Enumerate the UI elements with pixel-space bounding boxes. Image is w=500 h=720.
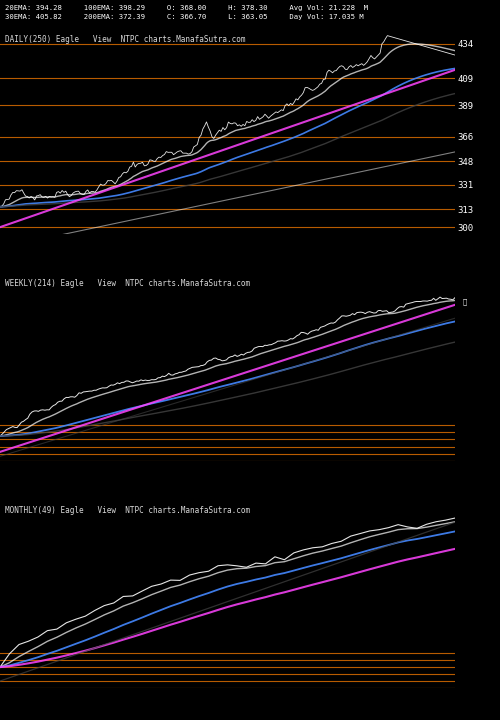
Text: 20EMA: 394.28     100EMA: 398.29     O: 368.00     H: 378.30     Avg Vol: 21.228: 20EMA: 394.28 100EMA: 398.29 O: 368.00 H… <box>5 5 368 11</box>
Text: WEEKLY(214) Eagle   View  NTPC charts.ManafaSutra.com: WEEKLY(214) Eagle View NTPC charts.Manaf… <box>4 279 250 288</box>
Text: DAILY(250) Eagle   View  NTPC charts.ManafaSutra.com: DAILY(250) Eagle View NTPC charts.Manafa… <box>4 35 245 44</box>
Text: MONTHLY(49) Eagle   View  NTPC charts.ManafaSutra.com: MONTHLY(49) Eagle View NTPC charts.Manaf… <box>4 506 250 515</box>
Text: 懷: 懷 <box>463 298 467 305</box>
Text: 30EMA: 405.82     200EMA: 372.39     C: 366.70     L: 363.05     Day Vol: 17.035: 30EMA: 405.82 200EMA: 372.39 C: 366.70 L… <box>5 14 364 20</box>
